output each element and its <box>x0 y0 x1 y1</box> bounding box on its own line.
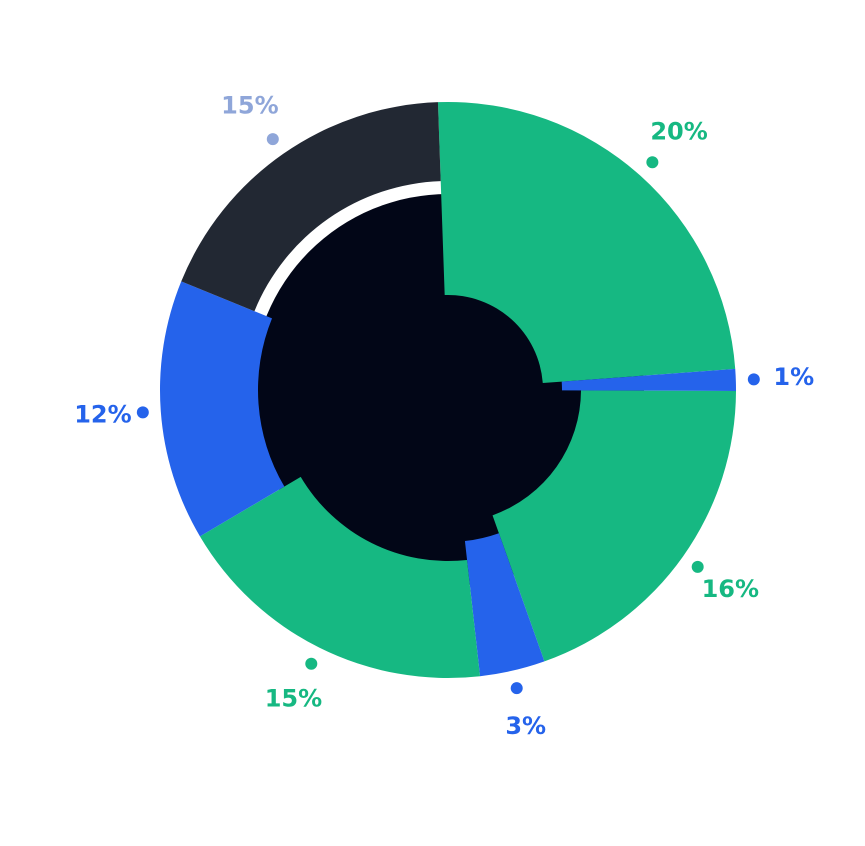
value-label: 12% <box>74 400 131 428</box>
value-label: 20% <box>650 117 707 145</box>
label-dot <box>747 373 760 386</box>
slice <box>181 102 441 312</box>
slice <box>199 476 481 678</box>
slice <box>561 368 737 391</box>
slice <box>437 102 736 384</box>
label-dot <box>266 133 279 146</box>
label-dot <box>136 406 149 419</box>
label-dot <box>510 682 523 695</box>
label-dot <box>646 156 659 169</box>
value-label: 15% <box>221 91 278 119</box>
value-label: 15% <box>265 685 322 713</box>
value-label: 16% <box>702 575 759 603</box>
value-label: 1% <box>773 363 814 391</box>
slice <box>464 533 545 677</box>
slice <box>160 281 285 537</box>
label-dot <box>305 657 318 670</box>
value-label: 3% <box>505 712 546 740</box>
label-dot <box>691 560 704 573</box>
slice <box>492 390 736 662</box>
